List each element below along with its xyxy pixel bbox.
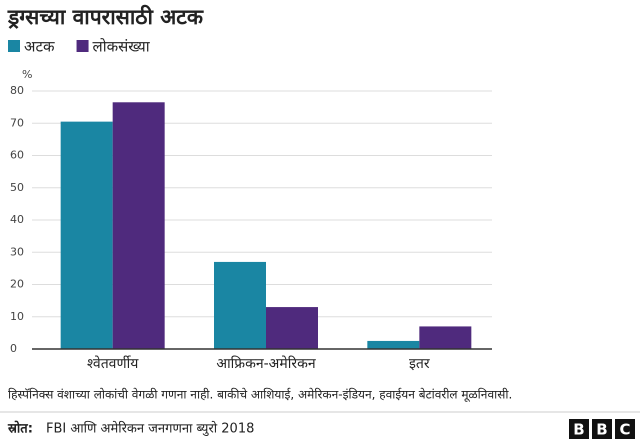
bar	[214, 261, 266, 349]
bar	[367, 340, 420, 349]
logo-box	[592, 419, 612, 439]
y-tick-label: 40	[10, 213, 24, 226]
logo-letter: B	[573, 421, 584, 439]
bar	[60, 121, 113, 349]
y-unit: %	[22, 68, 32, 81]
legend-swatch	[8, 40, 20, 52]
logo-letter: C	[619, 421, 630, 439]
bar	[112, 102, 165, 349]
y-tick-label: 80	[10, 84, 24, 97]
y-tick-label: 0	[10, 342, 17, 355]
logo-box	[569, 419, 589, 439]
legend-label: लोकसंख्या	[93, 38, 151, 56]
logo-letter: B	[596, 421, 607, 439]
legend-swatch	[76, 40, 89, 52]
logo-box	[615, 419, 635, 439]
source-label: स्रोत:	[7, 421, 33, 437]
y-tick-label: 60	[10, 149, 24, 162]
note: हिस्पॅनिक्स वंशाच्या लोकांची वेगळी गणना …	[8, 388, 512, 403]
y-tick-label: 70	[10, 116, 24, 129]
y-tick-label: 50	[10, 181, 24, 194]
x-tick-label: इतर	[409, 356, 430, 372]
y-tick-label: 10	[10, 310, 24, 323]
source: FBI आणि अमेरिकन जनगणना ब्युरो 2018	[46, 421, 254, 437]
legend-label: अटक	[24, 38, 55, 56]
bar	[419, 326, 472, 349]
chart-title: ड्रग्सच्या वापरासाठी अटक	[7, 4, 204, 29]
x-tick-label: आफ्रिकन-अमेरिकन	[216, 355, 315, 372]
bar	[266, 307, 318, 349]
y-tick-label: 20	[10, 278, 24, 291]
y-tick-label: 30	[10, 245, 24, 258]
x-tick-label: श्वेतवर्णीय	[87, 355, 139, 372]
